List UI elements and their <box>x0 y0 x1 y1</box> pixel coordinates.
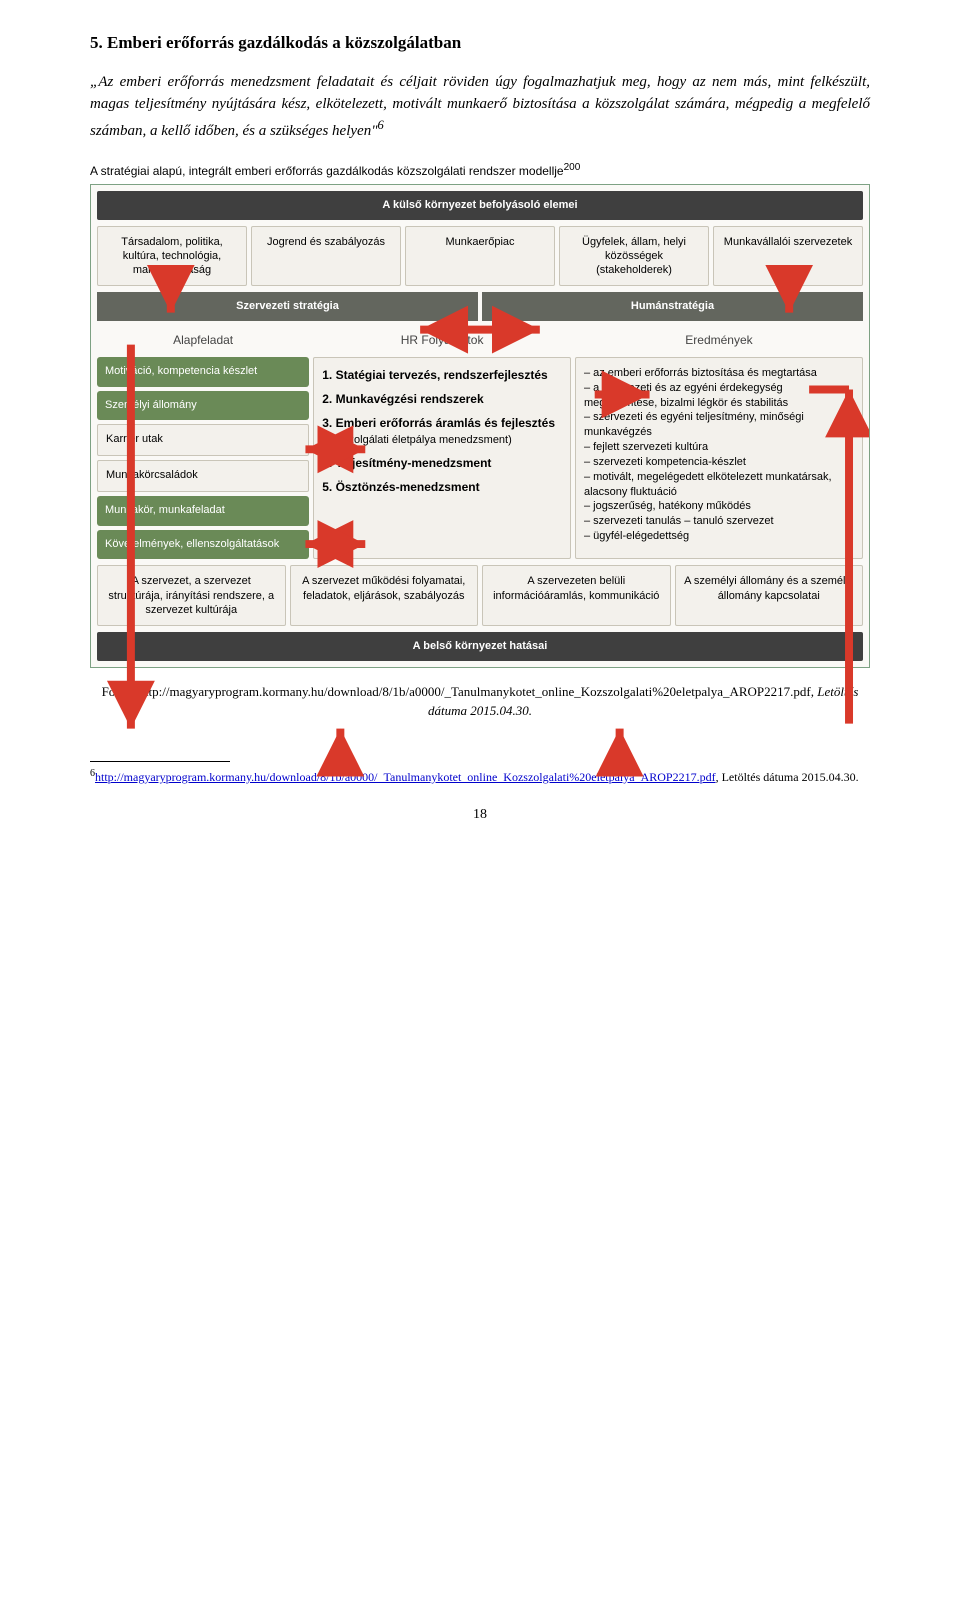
section-paragraph: „Az emberi erőforrás menedzsment feladat… <box>90 71 870 143</box>
footnote-tail: , Letöltés dátuma 2015.04.30. <box>716 770 859 784</box>
int-box: A szervezeten belüli információáramlás, … <box>482 565 671 626</box>
left-box: Személyi állomány <box>97 391 309 421</box>
footnote-mark: 6 <box>378 118 384 132</box>
result-item: – szervezeti tanulás – tanuló szervezet <box>584 514 854 529</box>
left-box: Munkakör, munkafeladat <box>97 496 309 526</box>
col-alapfeladat: Alapfeladat Motiváció, kompetencia készl… <box>97 327 309 560</box>
hr-strategy: Humánstratégia <box>482 292 863 321</box>
figure-title-sup: 200 <box>564 162 581 173</box>
col-head: Eredmények <box>575 327 863 353</box>
col-head: HR Folyamatok <box>313 327 571 353</box>
hr-process-sub: (közszolgálati életpálya menedzsment) <box>322 432 562 449</box>
page-number: 18 <box>90 804 870 825</box>
col-head: Alapfeladat <box>97 327 309 353</box>
ext-box: Munkaerőpiac <box>405 226 555 287</box>
results-list: – az emberi erőforrás biztosítása és meg… <box>575 357 863 560</box>
external-env-bar: A külső környezet befolyásoló elemei <box>97 191 863 220</box>
main-columns: Alapfeladat Motiváció, kompetencia készl… <box>97 327 863 560</box>
source-url: http://magyaryprogram.kormany.hu/downloa… <box>138 684 810 699</box>
strategy-bar: Szervezeti stratégia Humánstratégia <box>97 292 863 321</box>
int-box: A szervezet működési folyamatai, feladat… <box>290 565 479 626</box>
col-hr-folyamatok: HR Folyamatok 1. Statégiai tervezés, ren… <box>313 327 571 560</box>
hr-process-item: 2. Munkavégzési rendszerek <box>322 390 562 408</box>
external-boxes-row: Társadalom, politika, kultúra, technológ… <box>97 226 863 287</box>
ext-box: Jogrend és szabályozás <box>251 226 401 287</box>
left-box: Munkakörcsaládok <box>97 460 309 492</box>
result-item: – jogszerűség, hatékony működés <box>584 499 854 514</box>
org-strategy: Szervezeti stratégia <box>97 292 478 321</box>
figure-title: A stratégiai alapú, integrált emberi erő… <box>90 160 870 180</box>
section-title: 5. Emberi erőforrás gazdálkodás a közszo… <box>90 30 870 56</box>
hr-process-item: 3. Emberi erőforrás áramlás és fejleszté… <box>322 414 562 432</box>
ext-box: Társadalom, politika, kultúra, technológ… <box>97 226 247 287</box>
footnote: 6http://magyaryprogram.kormany.hu/downlo… <box>90 766 870 786</box>
internal-boxes-row: A szervezet, a szervezet struktúrája, ir… <box>97 565 863 626</box>
result-item: – szervezeti és egyéni teljesítmény, min… <box>584 410 854 440</box>
int-box: A személyi állomány és a személyi állomá… <box>675 565 864 626</box>
hr-model-diagram: A külső környezet befolyásoló elemei Tár… <box>90 184 870 668</box>
int-box: A szervezet, a szervezet struktúrája, ir… <box>97 565 286 626</box>
source-prefix: Forrás: <box>102 684 139 699</box>
paragraph-text: „Az emberi erőforrás menedzsment feladat… <box>90 74 870 139</box>
result-item: – az emberi erőforrás biztosítása és meg… <box>584 366 854 381</box>
result-item: – ügyfél-elégedettség <box>584 529 854 544</box>
ext-box: Ügyfelek, állam, helyi közösségek (stake… <box>559 226 709 287</box>
result-item: – fejlett szervezeti kultúra <box>584 440 854 455</box>
ext-box: Munkavállalói szervezetek <box>713 226 863 287</box>
footnote-link[interactable]: http://magyaryprogram.kormany.hu/downloa… <box>95 770 716 784</box>
figure-source: Forrás:http://magyaryprogram.kormany.hu/… <box>90 682 870 721</box>
hr-process-item: 4. Teljesítmény-menedzsment <box>322 454 562 472</box>
figure-title-text: A stratégiai alapú, integrált emberi erő… <box>90 164 564 178</box>
result-item: – szervezeti kompetencia-készlet <box>584 455 854 470</box>
internal-env-bar: A belső környezet hatásai <box>97 632 863 661</box>
col-eredmenyek: Eredmények – az emberi erőforrás biztosí… <box>575 327 863 560</box>
hr-process-item: 1. Statégiai tervezés, rendszerfejleszté… <box>322 366 562 384</box>
left-box: Karrier utak <box>97 424 309 456</box>
hr-process-item: 5. Ösztönzés-menedzsment <box>322 478 562 496</box>
result-item: – a szervezeti és az egyéni érdekegység … <box>584 381 854 411</box>
result-item: – motivált, megelégedett elkötelezett mu… <box>584 470 854 500</box>
hr-process-list: 1. Statégiai tervezés, rendszerfejleszté… <box>313 357 571 560</box>
left-box: Követelmények, ellenszolgáltatások <box>97 530 309 560</box>
left-box: Motiváció, kompetencia készlet <box>97 357 309 387</box>
footnote-separator <box>90 761 230 762</box>
